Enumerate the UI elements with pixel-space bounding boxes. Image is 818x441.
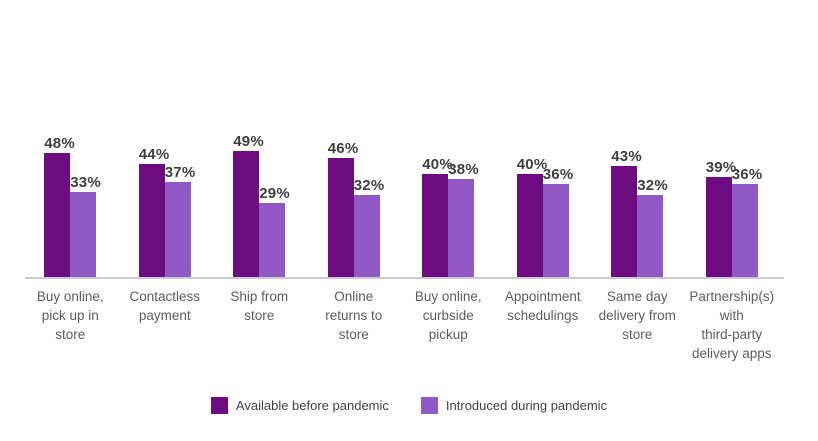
bar-group: 40% 36% (496, 150, 591, 278)
legend-swatch-during-icon (420, 397, 438, 414)
bar-group: 48% 33% (23, 135, 118, 278)
grouped-bar-chart: 48% 33% 44% 37% 49% 29% 46% 32% 40% 38% 40% 36% 43% 3… (23, 133, 780, 364)
value-label: 37% (164, 163, 196, 181)
bar-before-pandemic: 49% (233, 133, 264, 278)
value-label: 32% (637, 176, 668, 194)
bar-before-pandemic: 39% (705, 159, 736, 278)
category-label: Online returns to store (325, 289, 383, 342)
bar-before-pandemic: 48% (44, 135, 75, 278)
bar-during-pandemic: 36% (542, 166, 573, 278)
bar-during-pandemic: 32% (353, 177, 384, 278)
value-label: 29% (259, 184, 290, 202)
legend-item-during-pandemic: Introduced during pandemic (420, 397, 608, 414)
value-label: 36% (542, 166, 574, 184)
bar-group: 44% 37% (118, 146, 213, 278)
value-label: 44% (138, 145, 170, 163)
value-label: 43% (611, 148, 642, 166)
value-label: 49% (233, 132, 264, 150)
bar-during-pandemic: 36% (731, 166, 762, 278)
bar-group: 43% 32% (590, 148, 685, 278)
value-label: 38% (448, 161, 479, 179)
value-label: 32% (353, 176, 385, 194)
value-label: 46% (327, 140, 359, 158)
value-label: 36% (731, 166, 763, 184)
bar-group: 49% 29% (212, 133, 307, 278)
category-label: Buy online, pick up in store (36, 289, 104, 342)
category-label: Partnership(s) with third-party delivery… (689, 289, 775, 361)
bar-group: 40% 38% (401, 150, 496, 278)
x-axis-line (25, 277, 784, 279)
legend-swatch-before-icon (210, 397, 228, 414)
value-label: 48% (44, 135, 75, 153)
value-label: 39% (705, 158, 737, 176)
bar-before-pandemic: 43% (611, 148, 642, 278)
legend-label-before: Available before pandemic (235, 398, 389, 413)
bar-before-pandemic: 44% (138, 146, 169, 278)
bar-during-pandemic: 37% (164, 164, 195, 278)
bar-before-pandemic: 40% (516, 156, 547, 278)
category-axis: Buy online, pick up in store Contactless … (23, 288, 779, 364)
category-label: Contactless payment (129, 289, 201, 323)
chart-legend: Available before pandemic Introduced dur… (0, 397, 818, 414)
category-label: Ship from store (230, 289, 289, 323)
bar-during-pandemic: 33% (70, 174, 101, 278)
bar-before-pandemic: 40% (422, 156, 453, 278)
category-label: Appointment schedulings (504, 289, 581, 323)
category-label: Buy online, curbside pickup (414, 289, 482, 342)
bar-before-pandemic: 46% (327, 140, 358, 278)
bar-group: 46% 32% (307, 140, 402, 278)
bar-during-pandemic: 29% (259, 185, 290, 278)
value-label: 40% (516, 156, 548, 173)
plot-area: 48% 33% 44% 37% 49% 29% 46% 32% 40% 38% 40% 36% 43% 3… (23, 133, 780, 278)
value-label: 40% (422, 156, 453, 173)
bar-group: 39% 36% (685, 150, 780, 278)
legend-item-before-pandemic: Available before pandemic (210, 397, 389, 414)
value-label: 33% (70, 174, 101, 192)
legend-label-during: Introduced during pandemic (445, 398, 608, 413)
bar-during-pandemic: 32% (637, 177, 668, 278)
bar-during-pandemic: 38% (448, 161, 479, 278)
category-label: Same day delivery from store (598, 289, 676, 342)
